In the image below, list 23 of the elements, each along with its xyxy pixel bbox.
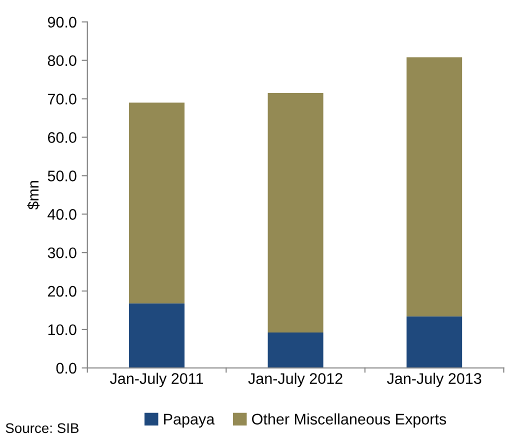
y-tick-label: 40.0 [48,209,76,220]
y-tick-label: 70.0 [48,94,76,104]
y-tick-label: 60.0 [48,132,76,143]
legend-label: Other Miscellaneous Exports [252,413,446,428]
x-tick-label: Jan-July 2013 [387,372,482,388]
bar [406,316,462,368]
bar [268,93,324,333]
x-tick-label: Jan-July 2012 [248,372,342,388]
bar [406,57,462,316]
source-note: Source: SIB [6,423,79,434]
y-tick-label: 0.0 [56,362,76,374]
y-tick-label: 80.0 [48,55,76,66]
y-tick-label: 20.0 [48,286,76,297]
y-axis-title: $mn [27,181,40,210]
y-tick-label: 50.0 [48,170,76,182]
legend-label: Papaya [164,414,215,428]
y-tick-label: 30.0 [48,247,76,258]
y-tick-label: 10.0 [48,324,76,336]
bar [129,102,185,304]
x-tick-label: Jan-July 2011 [110,372,204,388]
bar [129,303,185,368]
bar [268,332,324,368]
y-tick-label: 90.0 [48,16,76,28]
